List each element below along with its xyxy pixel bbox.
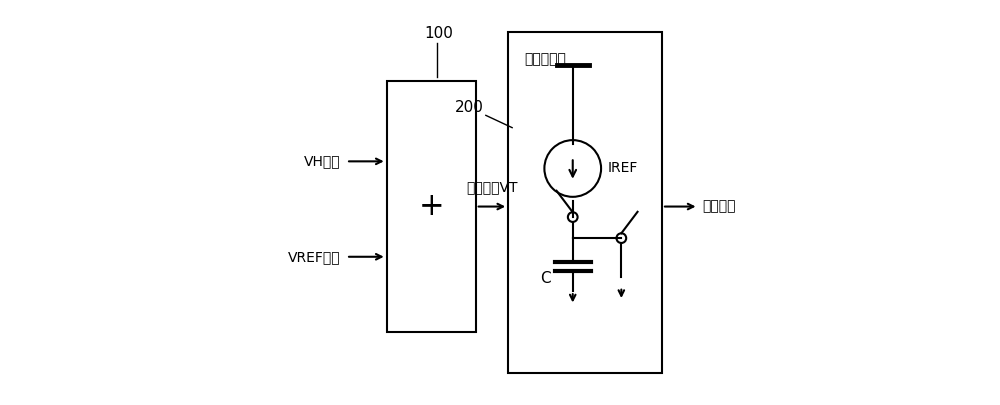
Text: VREF电压: VREF电压: [287, 250, 340, 264]
Text: IREF: IREF: [607, 162, 638, 175]
Text: C: C: [540, 271, 550, 286]
Text: 阈值电压VT: 阈值电压VT: [466, 180, 518, 194]
Text: +: +: [418, 191, 444, 222]
Text: 200: 200: [455, 100, 484, 115]
Text: 100: 100: [425, 26, 454, 40]
FancyBboxPatch shape: [508, 32, 662, 373]
Text: VH电压: VH电压: [303, 154, 340, 168]
Text: 充放电回路: 充放电回路: [524, 53, 566, 67]
FancyBboxPatch shape: [387, 81, 476, 332]
Text: 输出时钟: 输出时钟: [702, 200, 736, 213]
